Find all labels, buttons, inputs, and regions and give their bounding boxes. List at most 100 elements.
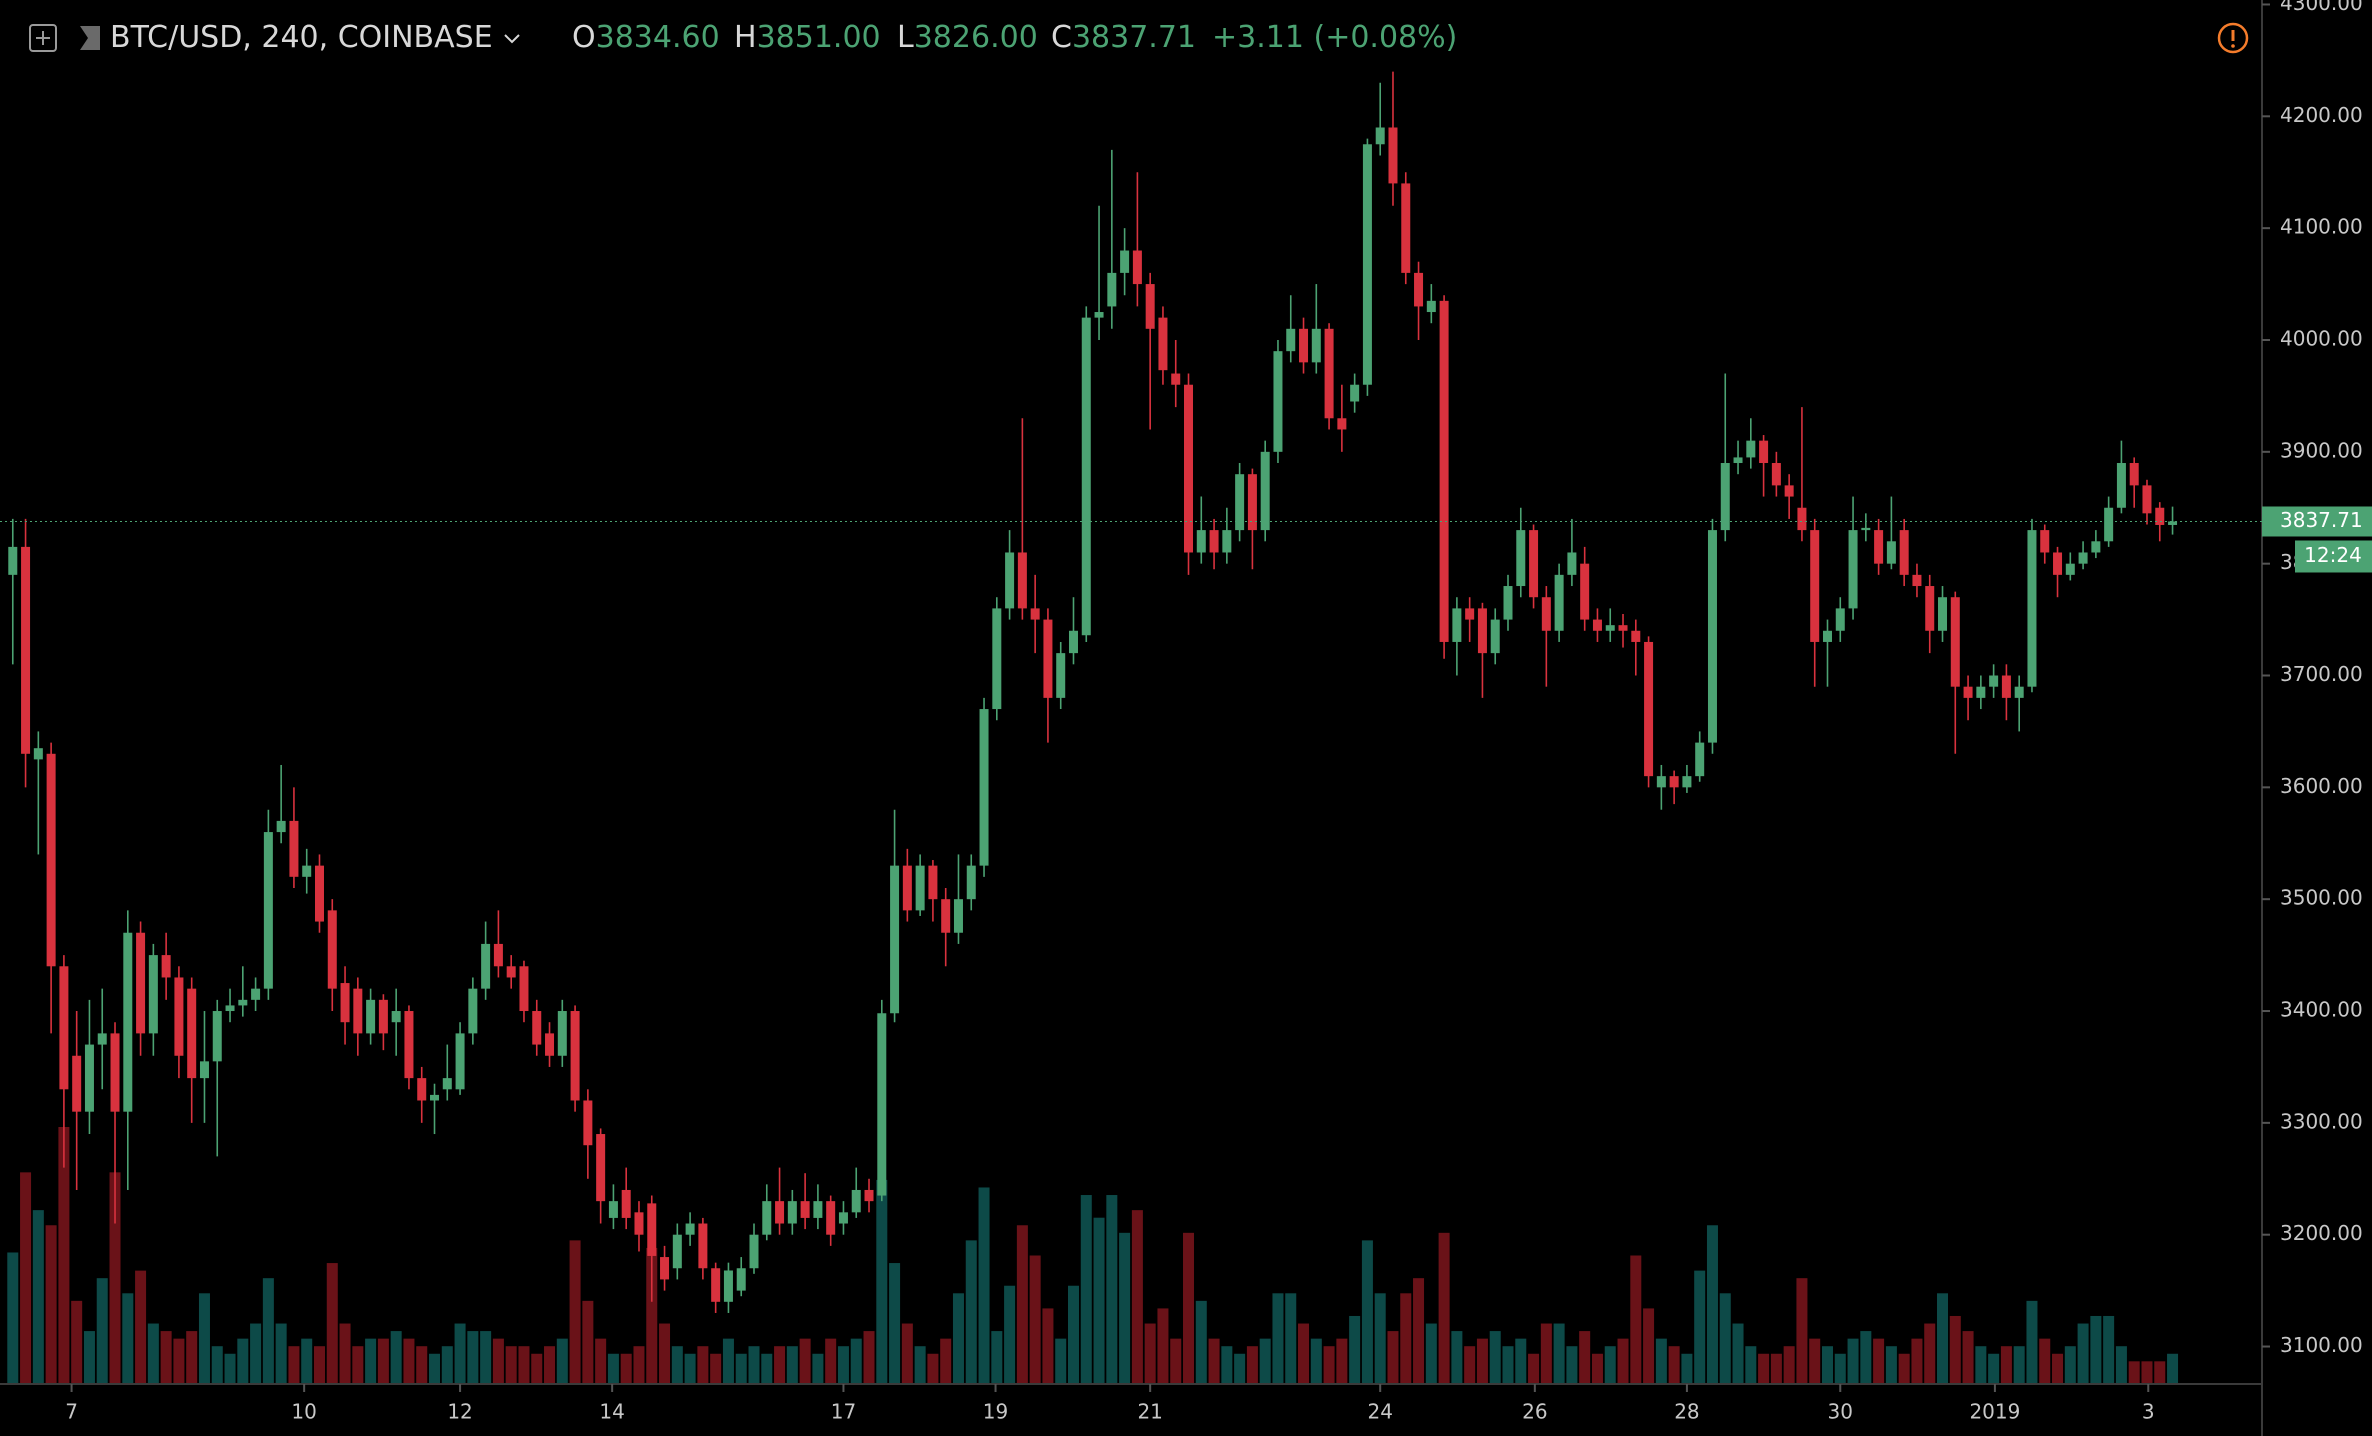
candle-body <box>1120 250 1130 273</box>
candle-body <box>1874 530 1884 564</box>
volume-bar <box>2064 1346 2076 1384</box>
candle-body <box>545 1033 555 1056</box>
volume-bar <box>1310 1338 1322 1384</box>
candle-body <box>2053 552 2063 575</box>
candle-body <box>1695 742 1705 777</box>
candle-body <box>1682 776 1692 788</box>
volume-bar <box>1131 1210 1143 1384</box>
candle-body <box>46 753 56 967</box>
candle-body <box>1759 440 1769 464</box>
volume-bar <box>454 1323 466 1384</box>
candle-body <box>2001 675 2011 698</box>
candle-body <box>902 865 912 911</box>
volume-bar <box>1119 1232 1131 1384</box>
candle-body <box>1605 625 1615 631</box>
candle-body <box>506 966 516 978</box>
candle-body <box>1797 507 1807 531</box>
volume-bar <box>1706 1225 1718 1384</box>
volume-bar <box>1170 1338 1182 1384</box>
candle-body <box>685 1223 695 1235</box>
candle-body <box>2078 552 2088 564</box>
volume-bar <box>761 1353 773 1384</box>
candle-body <box>97 1033 107 1045</box>
volume-bar <box>2103 1315 2115 1384</box>
volume-bar <box>20 1172 32 1384</box>
volume-bar <box>774 1346 786 1384</box>
volume-bar <box>83 1331 95 1384</box>
volume-bar <box>480 1331 492 1384</box>
volume-bar <box>441 1346 453 1384</box>
candle-body <box>890 865 900 1014</box>
flag-icon[interactable] <box>80 26 100 50</box>
volume-bar <box>786 1346 798 1384</box>
volume-bar <box>1668 1346 1680 1384</box>
candle-body <box>583 1100 593 1146</box>
change-value: +3.11 <box>1212 20 1304 55</box>
candle-body <box>1375 127 1385 145</box>
candle-body <box>608 1201 618 1218</box>
volume-bar <box>1847 1338 1859 1384</box>
volume-bar <box>326 1263 338 1384</box>
volume-bar <box>2013 1346 2025 1384</box>
candle-body <box>1452 608 1462 642</box>
candle-body <box>110 1033 120 1112</box>
x-tick-label: 26 <box>1522 1400 1547 1424</box>
volume-bar <box>1323 1346 1335 1384</box>
candle-body <box>1273 351 1283 452</box>
alert-icon[interactable] <box>2217 22 2249 54</box>
volume-bar <box>1732 1323 1744 1384</box>
volume-bar <box>1643 1308 1655 1384</box>
candle-body <box>1388 127 1398 184</box>
symbol-dropdown-chevron[interactable] <box>504 34 520 44</box>
candle-body <box>1631 630 1641 642</box>
candle-body <box>647 1203 657 1256</box>
volume-bar <box>1796 1278 1808 1384</box>
candle-body <box>1503 586 1513 620</box>
candle-body <box>813 1201 823 1218</box>
add-symbol-icon[interactable] <box>29 24 57 52</box>
candle-body <box>1030 608 1040 620</box>
volume-bar <box>186 1331 198 1384</box>
volume-bar <box>198 1293 210 1384</box>
candle-body <box>2142 485 2152 514</box>
x-tick-label: 19 <box>983 1400 1008 1424</box>
volume-bar <box>1183 1232 1195 1384</box>
candle-body <box>736 1268 746 1291</box>
candle-body <box>1925 586 1935 631</box>
candle-body <box>711 1268 721 1302</box>
volume-bar <box>301 1338 313 1384</box>
volume-bar <box>1502 1346 1514 1384</box>
volume-bar <box>122 1293 134 1384</box>
volume-bar <box>1579 1331 1591 1384</box>
volume-bar <box>429 1353 441 1384</box>
volume-bar <box>1758 1353 1770 1384</box>
volume-bar <box>1272 1293 1284 1384</box>
volume-bar <box>1042 1308 1054 1384</box>
volume-bar <box>748 1346 760 1384</box>
volume-bar <box>901 1323 913 1384</box>
volume-bar <box>492 1338 504 1384</box>
volume-bar <box>531 1353 543 1384</box>
volume-bar <box>45 1225 57 1384</box>
volume-bar <box>659 1323 671 1384</box>
volume-bar <box>965 1240 977 1384</box>
volume-bar <box>403 1338 415 1384</box>
volume-bar <box>1438 1232 1450 1384</box>
candle-body <box>1669 776 1679 788</box>
candle-body <box>1209 530 1219 553</box>
candle-body <box>826 1201 836 1235</box>
volume-bar <box>2154 1361 2166 1384</box>
symbol-title[interactable]: BTC/USD, 240, COINBASE <box>110 20 493 55</box>
candle-body <box>2168 521 2178 525</box>
candle-body <box>1746 440 1756 458</box>
ohlc-key: O <box>572 20 596 55</box>
candle-body <box>1005 552 1015 609</box>
x-tick-label: 7 <box>65 1400 78 1424</box>
ohlc-low: L3826.00 <box>897 18 1038 58</box>
volume-bar <box>1080 1195 1092 1384</box>
candle-body <box>417 1078 427 1101</box>
candle-body <box>864 1189 874 1202</box>
volume-bar <box>876 1179 888 1384</box>
candle-body <box>2040 530 2050 553</box>
